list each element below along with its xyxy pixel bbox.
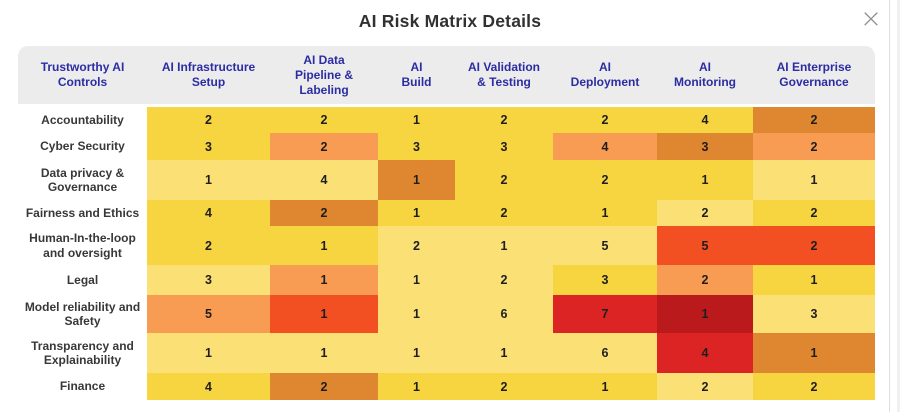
matrix-cell: 1: [378, 333, 455, 373]
matrix-cell: 5: [553, 226, 657, 265]
matrix-cell: 2: [455, 200, 553, 226]
matrix-cell: 2: [455, 265, 553, 295]
matrix-cell: 3: [378, 133, 455, 160]
matrix-cell: 2: [657, 200, 753, 226]
matrix-cell: 2: [753, 200, 875, 226]
matrix-cell: 4: [147, 373, 270, 400]
table-row: Fairness and Ethics 4 2 1 2 1 2 2: [18, 200, 875, 226]
column-header: AI Validation & Testing: [467, 60, 540, 89]
column-header: AI Enterprise Governance: [776, 60, 852, 89]
matrix-cell: 1: [455, 333, 553, 373]
matrix-cell: 2: [753, 373, 875, 400]
matrix-cell: 1: [270, 333, 378, 373]
row-label: Transparency and Explainability: [18, 333, 147, 373]
matrix-cell: 2: [753, 133, 875, 160]
column-header: AI Deployment: [570, 60, 640, 89]
column-header: AI Monitoring: [674, 60, 736, 89]
matrix-cell: 1: [378, 265, 455, 295]
matrix-cell: 1: [378, 200, 455, 226]
matrix-header-row: Trustworthy AI Controls AI Infrastructure…: [18, 46, 875, 104]
matrix-cell: 2: [378, 226, 455, 265]
matrix-cell: 2: [753, 107, 875, 133]
row-label: Fairness and Ethics: [18, 200, 147, 226]
matrix-cell: 3: [753, 295, 875, 333]
matrix-cell: 3: [455, 133, 553, 160]
matrix-cell: 6: [553, 333, 657, 373]
column-header: AI Data Pipeline & Labeling: [294, 52, 353, 97]
close-icon[interactable]: ×: [854, 2, 888, 36]
matrix-cell: 1: [378, 373, 455, 400]
matrix-cell: 1: [147, 160, 270, 200]
row-label: Finance: [18, 373, 147, 400]
matrix-cell: 3: [553, 265, 657, 295]
matrix-cell: 1: [657, 295, 753, 333]
matrix-cell: 5: [657, 226, 753, 265]
matrix-cell: 4: [553, 133, 657, 160]
table-row: Finance 4 2 1 2 1 2 2: [18, 373, 875, 400]
matrix-cell: 2: [553, 160, 657, 200]
table-row: Legal 3 1 1 2 3 2 1: [18, 265, 875, 295]
matrix-cell: 2: [455, 160, 553, 200]
matrix-cell: 1: [378, 160, 455, 200]
table-row: Human-In-the-loop and oversight 2 1 2 1 5 5 2: [18, 226, 875, 265]
matrix-cell: 1: [753, 160, 875, 200]
matrix-cell: 2: [270, 373, 378, 400]
matrix-cell: 2: [657, 265, 753, 295]
matrix-cell: 1: [378, 295, 455, 333]
matrix-cell: 1: [270, 295, 378, 333]
table-row: Accountability 2 2 1 2 2 4 2: [18, 107, 875, 133]
row-label: Accountability: [18, 107, 147, 133]
matrix-cell: 7: [553, 295, 657, 333]
matrix-cell: 1: [270, 265, 378, 295]
matrix-cell: 1: [657, 160, 753, 200]
matrix-cell: 1: [455, 226, 553, 265]
right-edge-divider: [889, 0, 890, 412]
corner-header: Trustworthy AI Controls: [40, 60, 125, 89]
row-label: Legal: [18, 265, 147, 295]
risk-matrix-table: Trustworthy AI Controls AI Infrastructure…: [18, 46, 875, 400]
matrix-cell: 5: [147, 295, 270, 333]
column-header: AI Infrastructure Setup: [161, 60, 256, 89]
matrix-cell: 2: [657, 373, 753, 400]
matrix-cell: 6: [455, 295, 553, 333]
matrix-cell: 2: [455, 107, 553, 133]
matrix-cell: 3: [147, 133, 270, 160]
matrix-cell: 3: [147, 265, 270, 295]
matrix-cell: 4: [147, 200, 270, 226]
matrix-cell: 2: [753, 226, 875, 265]
matrix-cell: 1: [378, 107, 455, 133]
matrix-cell: 3: [657, 133, 753, 160]
page-title: AI Risk Matrix Details: [358, 11, 542, 31]
matrix-cell: 1: [553, 200, 657, 226]
right-edge-strip: [897, 0, 900, 412]
matrix-cell: 4: [270, 160, 378, 200]
matrix-cell: 4: [657, 333, 753, 373]
row-label: Cyber Security: [18, 133, 147, 160]
matrix-cell: 2: [553, 107, 657, 133]
matrix-cell: 2: [270, 200, 378, 226]
row-label: Human-In-the-loop and oversight: [18, 226, 147, 265]
row-label: Data privacy & Governance: [18, 160, 147, 200]
row-label: Model reliability and Safety: [18, 295, 147, 333]
matrix-cell: 1: [753, 265, 875, 295]
table-row: Data privacy & Governance 1 4 1 2 2 1 1: [18, 160, 875, 200]
matrix-cell: 1: [553, 373, 657, 400]
table-row: Model reliability and Safety 5 1 1 6 7 1 3: [18, 295, 875, 333]
matrix-cell: 1: [753, 333, 875, 373]
matrix-cell: 2: [147, 226, 270, 265]
matrix-cell: 1: [270, 226, 378, 265]
matrix-cell: 2: [455, 373, 553, 400]
column-header: AI Build: [401, 60, 432, 89]
matrix-cell: 1: [147, 333, 270, 373]
matrix-body: Accountability 2 2 1 2 2 4 2 Cyber Security 3 2 3 3 4…: [18, 107, 875, 400]
table-row: Transparency and Explainability 1 1 1 1 6 4 1: [18, 333, 875, 373]
table-row: Cyber Security 3 2 3 3 4 3 2: [18, 133, 875, 160]
matrix-cell: 2: [147, 107, 270, 133]
matrix-cell: 2: [270, 107, 378, 133]
matrix-cell: 4: [657, 107, 753, 133]
matrix-cell: 2: [270, 133, 378, 160]
modal-titlebar: AI Risk Matrix Details ×: [0, 0, 900, 44]
